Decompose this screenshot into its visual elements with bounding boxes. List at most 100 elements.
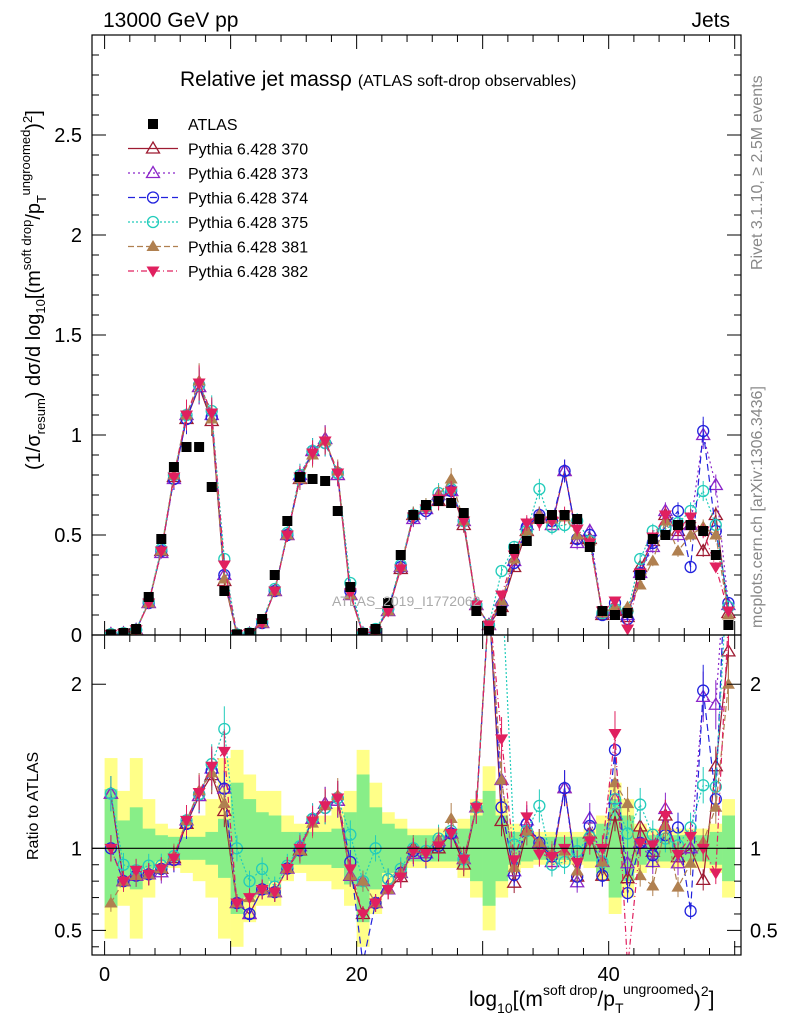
ratio-point <box>469 802 483 814</box>
ratio-point <box>205 761 219 773</box>
ratio-line <box>110 635 722 915</box>
ratio-point <box>633 838 647 850</box>
ratio-point <box>583 836 597 848</box>
data-point <box>684 512 698 524</box>
atlas-point <box>168 462 179 472</box>
ratio-panel-series <box>103 514 737 974</box>
ratio-point <box>104 843 118 855</box>
ratio-point <box>356 874 370 886</box>
legend-marker <box>146 191 160 204</box>
atlas-point <box>597 606 608 616</box>
ratio-point <box>684 831 698 843</box>
legend-marker <box>146 240 160 251</box>
ratio-point <box>482 598 495 609</box>
ratio-point <box>104 787 118 800</box>
ratio-point <box>621 963 634 974</box>
legend-marker <box>148 119 158 129</box>
atlas-point <box>723 620 734 630</box>
data-point <box>646 554 660 566</box>
ratio-point <box>722 514 735 525</box>
atlas-point <box>572 514 583 524</box>
ratio-point <box>280 863 294 875</box>
atlas-point <box>194 442 205 452</box>
atlas-point <box>156 534 167 544</box>
ratio-point <box>723 547 734 558</box>
data-point <box>697 424 710 438</box>
ratio-point <box>255 862 269 875</box>
ratio-y-tick-label-right: 0.5 <box>750 920 778 942</box>
ratio-point <box>533 799 546 813</box>
ratio-point <box>483 597 494 608</box>
ratio-point <box>394 872 408 884</box>
atlas-point <box>698 526 709 536</box>
ratio-point <box>343 864 357 876</box>
atlas-point <box>660 530 671 540</box>
ratio-point <box>671 880 685 892</box>
ratio-point <box>255 884 269 896</box>
atlas-point <box>496 606 507 616</box>
axis-ticks: 0 20 40 0 0.5 1 1.5 2 2.5 0.5 0.5 1 1 2 2 <box>54 35 778 986</box>
data-point <box>621 624 635 635</box>
ratio-point <box>483 597 494 608</box>
y-tick-label: 0 <box>71 625 82 647</box>
data-point <box>318 436 332 448</box>
ratio-point <box>558 782 571 795</box>
atlas-point <box>609 610 620 620</box>
ratio-point <box>154 864 168 876</box>
data-point <box>167 472 181 484</box>
atlas-point <box>383 598 394 608</box>
ratio-point <box>268 887 282 899</box>
legend: ATLAS Pythia 6.428 370 Pythia 6.428 373 Pyt… <box>128 117 308 281</box>
atlas-point <box>370 624 381 634</box>
ratio-point <box>243 893 257 905</box>
atlas-point <box>420 500 431 510</box>
ratio-point <box>318 801 332 813</box>
ratio-point <box>721 677 735 689</box>
ratio-point <box>709 800 723 812</box>
data-point <box>331 468 345 480</box>
ratio-point <box>180 815 194 827</box>
y-tick-label: 2 <box>71 225 82 247</box>
atlas-point <box>446 498 457 508</box>
atlas-point <box>395 550 406 560</box>
legend-entry: Pythia 6.428 382 <box>128 264 308 281</box>
atlas-point <box>143 592 154 602</box>
ratio-point <box>634 798 647 811</box>
analysis-watermark: ATLAS_2019_I1772062 <box>332 593 481 609</box>
data-point <box>495 564 508 578</box>
legend-entry: Pythia 6.428 374 <box>128 191 308 208</box>
ratio-point <box>104 896 118 908</box>
data-point <box>670 527 686 541</box>
ratio-point <box>117 876 131 888</box>
legend-marker <box>146 215 160 229</box>
legend-entry: Pythia 6.428 373 <box>128 165 308 183</box>
data-point <box>444 486 458 498</box>
atlas-point <box>118 628 129 635</box>
data-point <box>154 546 168 558</box>
ratio-point <box>621 886 634 900</box>
data-point <box>280 530 294 542</box>
atlas-point <box>622 608 633 618</box>
legend-entry: Pythia 6.428 370 <box>128 140 308 159</box>
x-tick-label: 20 <box>346 964 368 986</box>
atlas-point <box>521 536 532 546</box>
ratio-point <box>709 868 723 880</box>
legend-marker <box>145 140 161 154</box>
energy-label: 13000 GeV pp <box>103 9 238 32</box>
y-tick-label: 2.5 <box>54 125 82 147</box>
ratio-point <box>306 816 320 828</box>
ratio-y-tick-label: 1 <box>71 838 82 860</box>
legend-label: Pythia 6.428 382 <box>188 264 308 281</box>
legend-label: Pythia 6.428 374 <box>188 191 308 208</box>
atlas-point <box>635 570 646 580</box>
ratio-point <box>520 812 534 824</box>
atlas-data <box>105 442 734 635</box>
ratio-point <box>167 853 181 865</box>
ratio-point <box>142 869 156 881</box>
atlas-point <box>244 628 255 635</box>
legend-label: Pythia 6.428 370 <box>188 142 308 159</box>
ratio-point <box>230 898 244 910</box>
ratio-point <box>356 909 370 921</box>
data-point <box>444 472 458 484</box>
ratio-point <box>117 858 130 871</box>
